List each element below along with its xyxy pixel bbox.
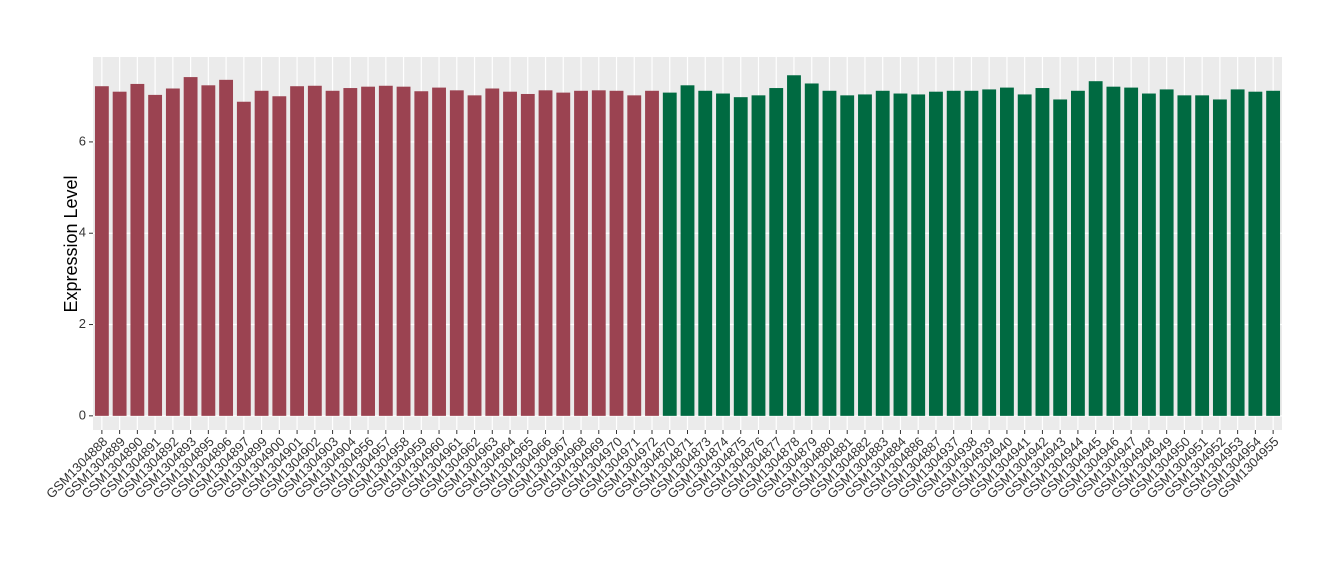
y-tick-label: 0: [79, 407, 86, 422]
bar: [1266, 90, 1281, 416]
bar: [148, 94, 163, 416]
bar: [254, 90, 269, 416]
bar: [1212, 99, 1227, 416]
bar: [343, 88, 358, 416]
bar: [911, 94, 926, 416]
bar: [449, 90, 464, 416]
bar: [219, 79, 234, 416]
bar: [467, 95, 482, 416]
bar: [574, 90, 588, 416]
bar: [893, 93, 908, 416]
bar: [609, 90, 624, 416]
bar: [751, 95, 766, 416]
bar: [680, 85, 695, 416]
bar: [964, 90, 979, 416]
y-axis-label: Expression Level: [61, 175, 81, 312]
y-tick-label: 2: [79, 316, 86, 331]
bar: [396, 86, 411, 416]
bar: [1124, 87, 1139, 416]
bar: [1230, 89, 1245, 416]
bar: [432, 87, 446, 416]
bar: [716, 93, 730, 416]
y-tick-label: 6: [79, 133, 86, 148]
bar: [556, 92, 571, 416]
bar: [1141, 93, 1156, 416]
bar: [1248, 91, 1263, 416]
bar: [946, 90, 961, 416]
bar: [236, 101, 251, 416]
bar: [1053, 99, 1068, 416]
bar: [1106, 86, 1121, 416]
bar: [769, 88, 784, 416]
bar: [875, 90, 890, 416]
bar: [272, 96, 287, 416]
bar: [591, 90, 606, 416]
bar: [94, 86, 109, 416]
bar: [538, 90, 553, 416]
bar: [929, 91, 943, 416]
bar: [414, 91, 429, 416]
bar: [1195, 95, 1210, 416]
bar: [520, 93, 535, 416]
bar: [201, 85, 216, 416]
bar: [503, 91, 517, 416]
bar: [787, 75, 801, 416]
bar: [822, 90, 837, 416]
bar: [307, 85, 322, 416]
y-tick-label: 4: [79, 225, 86, 240]
bar: [1035, 88, 1050, 416]
bar: [378, 85, 393, 416]
bar: [627, 95, 642, 416]
bar: [840, 95, 855, 416]
bar: [361, 86, 375, 416]
bar: [183, 77, 198, 416]
bar: [804, 83, 819, 416]
bar: [698, 90, 713, 416]
bar: [1000, 87, 1014, 416]
bar: [858, 94, 872, 416]
bar: [1070, 90, 1085, 416]
bar: [112, 91, 127, 416]
bar: [325, 90, 340, 416]
bar: [130, 83, 145, 416]
bar: [485, 88, 500, 416]
bar: [733, 97, 748, 416]
bar: [1017, 94, 1032, 416]
bar: [290, 86, 305, 416]
bar: [662, 92, 677, 416]
bar: [1177, 95, 1192, 416]
bar: [1159, 89, 1174, 416]
bar: [1088, 81, 1103, 416]
bar: [165, 88, 180, 416]
bar: [982, 89, 997, 416]
bar: [645, 90, 659, 416]
